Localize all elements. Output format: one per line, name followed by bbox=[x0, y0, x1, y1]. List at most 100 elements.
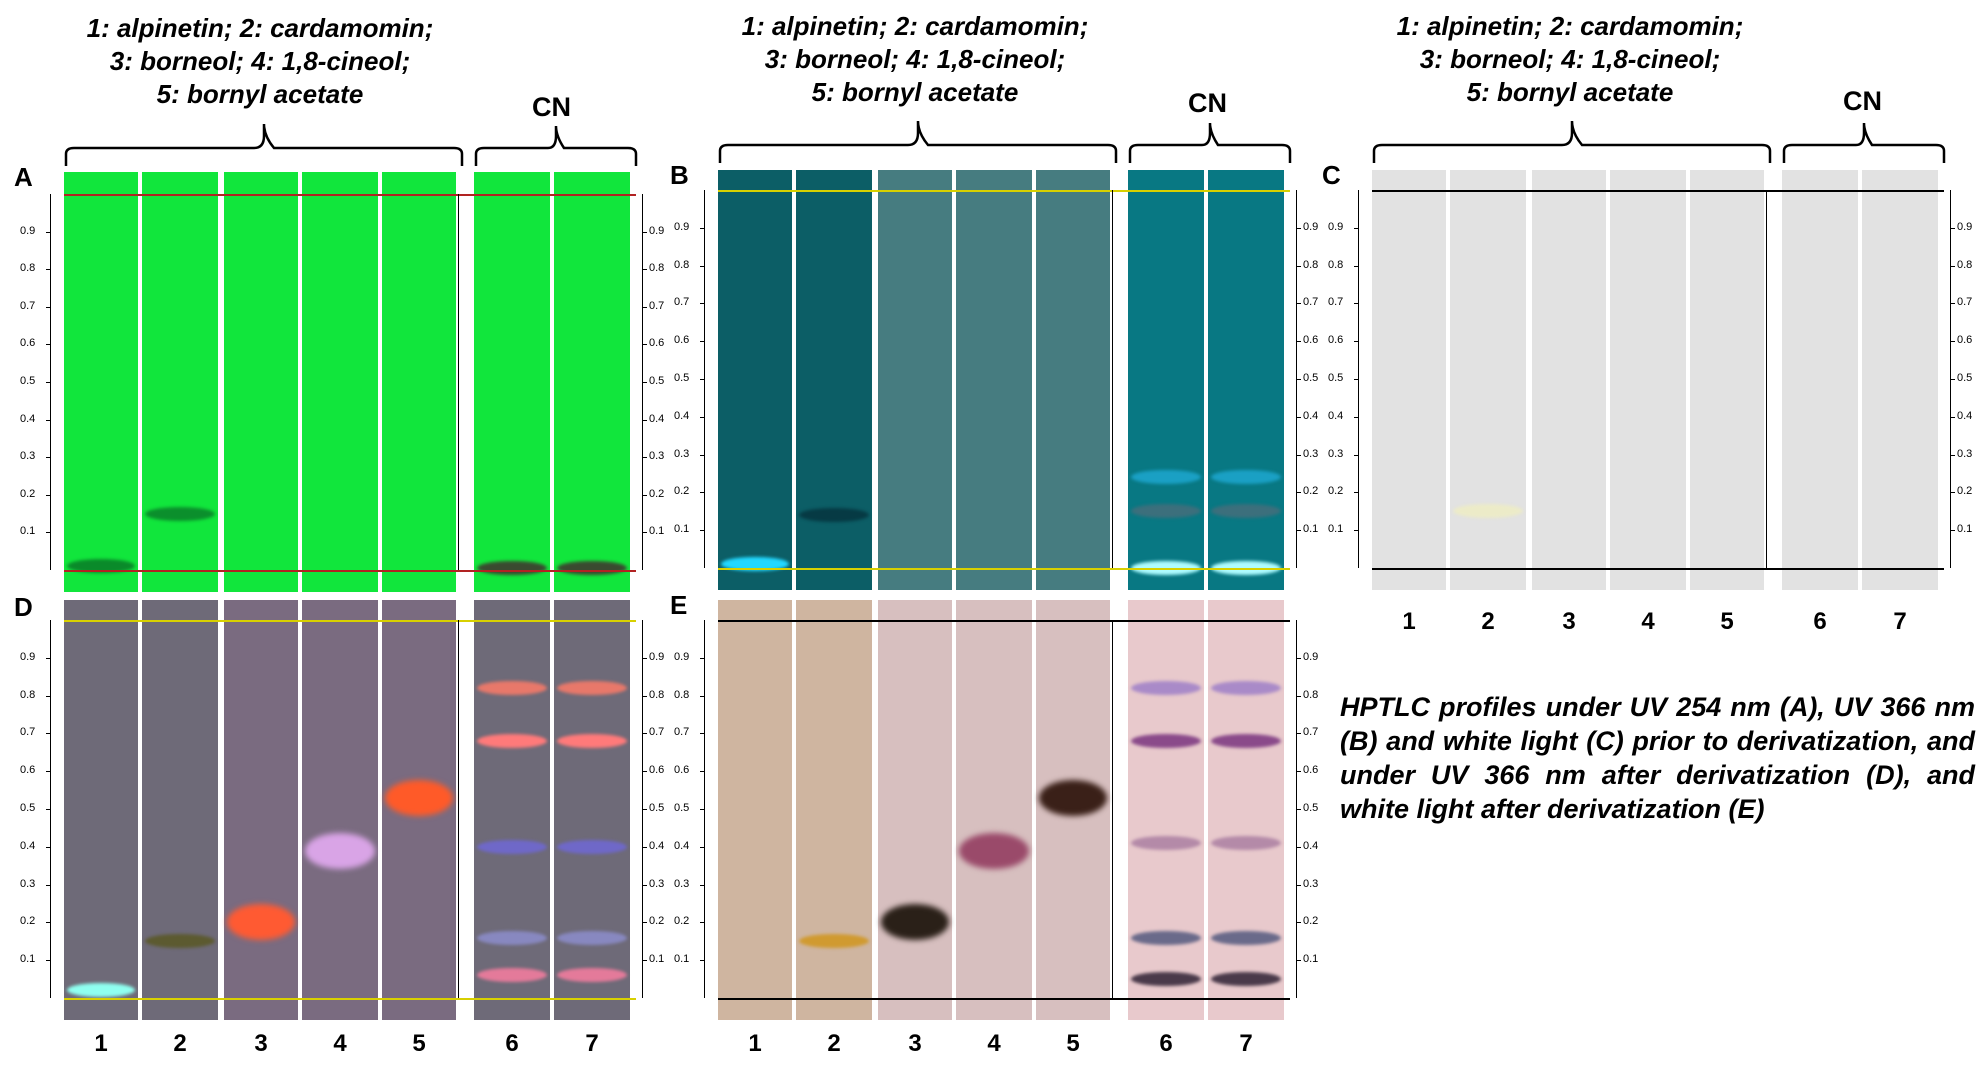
rf-tick-label: 0.1 bbox=[1303, 953, 1319, 966]
rf-tick-label: 0.6 bbox=[674, 764, 690, 777]
rf-tick-mark bbox=[642, 419, 647, 421]
rf-tick-mark bbox=[700, 530, 705, 532]
lane-number: 6 bbox=[505, 1030, 519, 1057]
lane-6 bbox=[1782, 170, 1858, 590]
rf-tick-mark bbox=[700, 695, 705, 697]
rf-tick-mark bbox=[700, 379, 705, 380]
rf-tick-label: 0.1 bbox=[649, 525, 665, 538]
lane-2 bbox=[1450, 170, 1526, 590]
compound-legend-2: 1: alpinetin; 2: cardamomin; 3: borneol;… bbox=[695, 10, 1135, 109]
band bbox=[799, 934, 869, 949]
rf-tick-label: 0.3 bbox=[20, 877, 36, 890]
lane-1 bbox=[718, 170, 792, 590]
lane-number: 7 bbox=[1239, 1030, 1253, 1057]
lane-4 bbox=[956, 600, 1032, 1020]
plate-a bbox=[64, 172, 636, 592]
rf-tick-mark bbox=[46, 846, 51, 848]
rf-tick-mark bbox=[1296, 695, 1301, 697]
rf-tick-label: 0.4 bbox=[674, 839, 690, 852]
rf-tick-label: 0.6 bbox=[649, 764, 665, 777]
band bbox=[799, 508, 869, 523]
lane-2 bbox=[142, 600, 218, 1020]
rf-tick-label: 0.8 bbox=[649, 262, 665, 275]
brace-cn-2 bbox=[1128, 122, 1292, 163]
lane-number: 2 bbox=[827, 1030, 841, 1057]
rf-tick-mark bbox=[46, 922, 51, 924]
rf-tick-label: 0.7 bbox=[1303, 296, 1319, 309]
rf-tick-label: 0.2 bbox=[20, 487, 36, 500]
rf-tick-label: 0.1 bbox=[674, 953, 690, 966]
lane-7 bbox=[1208, 170, 1284, 590]
rf-tick-mark bbox=[642, 344, 647, 346]
rf-tick-label: 0.5 bbox=[20, 375, 36, 387]
rf-tick-label: 0.5 bbox=[649, 802, 665, 814]
lane-2 bbox=[796, 170, 872, 590]
rf-tick-label: 0.1 bbox=[1303, 523, 1319, 536]
band bbox=[1131, 504, 1201, 519]
rf-tick-label: 0.9 bbox=[674, 650, 690, 663]
rf-tick-label: 0.8 bbox=[20, 688, 36, 701]
band bbox=[1131, 733, 1201, 748]
rf-tick-label: 0.2 bbox=[1328, 485, 1344, 498]
rf-tick-mark bbox=[1950, 341, 1955, 343]
rf-tick-label: 0.9 bbox=[20, 650, 36, 663]
band bbox=[477, 733, 547, 748]
rf-tick-mark bbox=[1354, 454, 1359, 456]
rf-tick-mark bbox=[700, 846, 705, 848]
rf-tick-mark bbox=[642, 733, 647, 735]
rf-tick-label: 0.5 bbox=[674, 372, 690, 384]
panel-label-b: B bbox=[670, 160, 689, 190]
legend-line: 5: bornyl acetate bbox=[156, 79, 364, 109]
rf-tick-label: 0.8 bbox=[674, 258, 690, 271]
plate-c bbox=[1372, 170, 1944, 590]
brace-cn-3 bbox=[1782, 122, 1946, 163]
rf-tick-mark bbox=[46, 419, 51, 421]
brace-cn-1 bbox=[474, 125, 638, 166]
rf-tick-mark bbox=[46, 771, 51, 773]
band bbox=[305, 832, 375, 869]
legend-line: 3: borneol; 4: 1,8-cineol; bbox=[1419, 44, 1721, 74]
rf-tick-mark bbox=[46, 657, 51, 659]
band bbox=[557, 839, 627, 854]
rf-tick-label: 0.6 bbox=[1957, 334, 1973, 347]
rf-tick-label: 0.4 bbox=[20, 412, 36, 425]
rf-tick-label: 0.3 bbox=[649, 877, 665, 890]
rf-tick-mark bbox=[46, 884, 51, 886]
rf-tick-mark bbox=[1296, 492, 1301, 494]
rf-tick-label: 0.7 bbox=[649, 726, 665, 739]
rf-tick-label: 0.4 bbox=[1328, 409, 1344, 422]
rf-tick-label: 0.2 bbox=[1303, 485, 1319, 498]
lane-number: 1 bbox=[94, 1030, 108, 1057]
rf-tick-label: 0.8 bbox=[1303, 688, 1319, 701]
rf-tick-label: 0.5 bbox=[20, 802, 36, 814]
rf-tick-mark bbox=[700, 492, 705, 494]
lane-3 bbox=[224, 172, 298, 592]
rf-tick-mark bbox=[46, 231, 51, 233]
compound-legend-1: 1: alpinetin; 2: cardamomin; 3: borneol;… bbox=[40, 12, 480, 111]
rf-tick-mark bbox=[1296, 846, 1301, 848]
rf-tick-mark bbox=[1354, 303, 1359, 305]
rf-tick-mark bbox=[642, 532, 647, 534]
rf-tick-label: 0.7 bbox=[1957, 296, 1973, 309]
rf-tick-label: 0.3 bbox=[20, 450, 36, 463]
legend-line: 1: alpinetin; 2: cardamomin; bbox=[86, 13, 434, 43]
rf-tick-mark bbox=[1950, 379, 1955, 380]
band bbox=[67, 983, 135, 998]
rf-tick-mark bbox=[642, 382, 647, 383]
rf-tick-mark bbox=[642, 922, 647, 924]
cn-label-2: CN bbox=[1188, 88, 1227, 118]
rf-tick-mark bbox=[1296, 341, 1301, 343]
rf-tick-mark bbox=[1950, 454, 1955, 456]
rf-tick-mark bbox=[1950, 416, 1955, 418]
rf-tick-mark bbox=[46, 494, 51, 496]
rf-tick-mark bbox=[642, 457, 647, 459]
rf-tick-label: 0.1 bbox=[20, 953, 36, 966]
rf-tick-label: 0.3 bbox=[649, 450, 665, 463]
rf-tick-mark bbox=[1354, 416, 1359, 418]
rf-tick-label: 0.4 bbox=[649, 839, 665, 852]
band bbox=[227, 904, 295, 941]
band bbox=[477, 839, 547, 854]
rf-tick-label: 0.2 bbox=[649, 915, 665, 928]
rf-tick-label: 0.5 bbox=[1303, 372, 1319, 384]
rf-tick-label: 0.6 bbox=[20, 764, 36, 777]
